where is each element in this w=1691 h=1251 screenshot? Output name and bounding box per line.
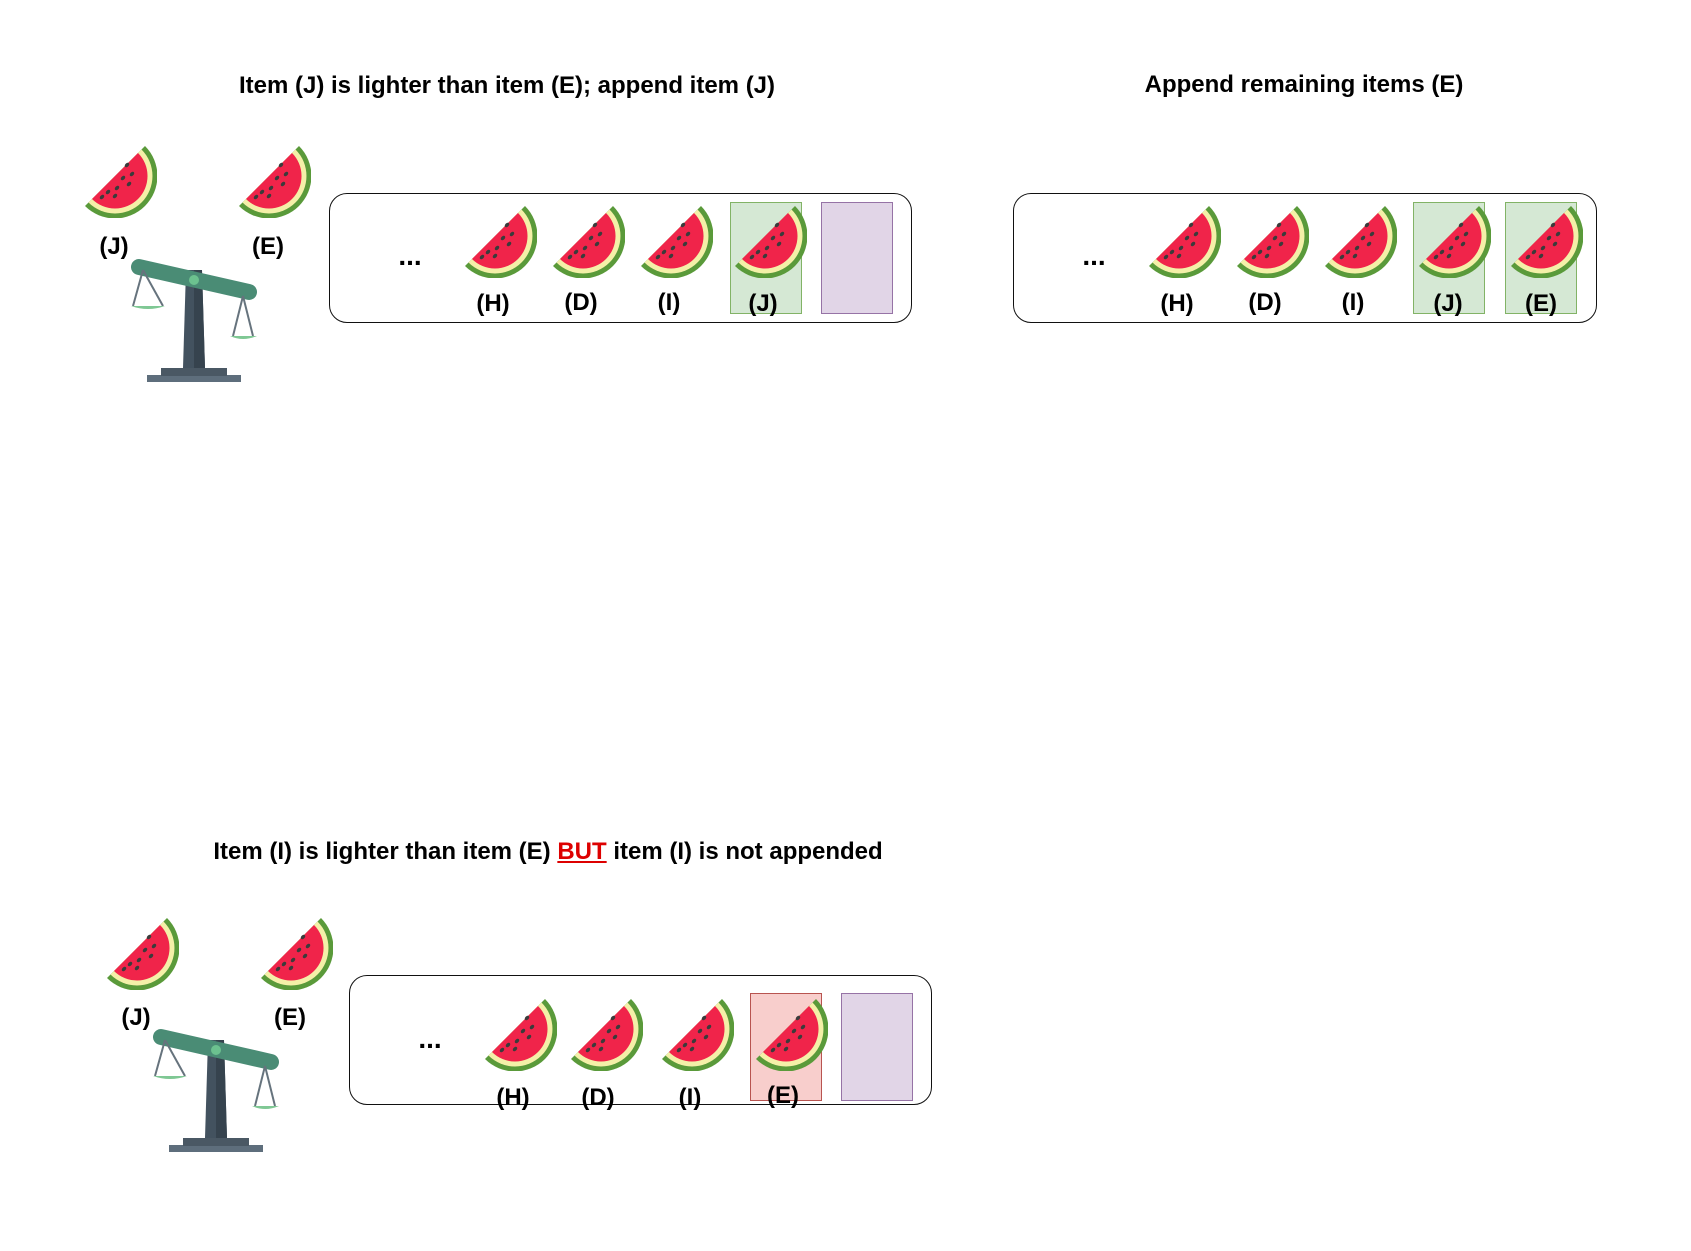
balance-scale-icon: [131, 240, 271, 390]
watermelon-icon: [457, 198, 537, 278]
sequence-box: [329, 193, 912, 323]
watermelon-icon: [545, 198, 625, 278]
watermelon-icon: [633, 198, 713, 278]
warning-text: BUT: [557, 838, 607, 865]
title-text: Item (I) is lighter than item (E): [213, 838, 558, 865]
balance-scale-icon: [153, 1010, 293, 1160]
panel-title: Append remaining items (E): [1144, 71, 1464, 98]
ellipsis: ...: [398, 240, 422, 271]
watermelon-icon: [231, 138, 311, 218]
watermelon-icon: [727, 198, 807, 278]
watermelon-icon: [477, 991, 557, 1071]
item-label: (E): [1525, 290, 1557, 317]
item-label: (D): [564, 289, 598, 316]
item-label: (D): [1248, 289, 1282, 316]
item-label: (E): [767, 1082, 799, 1109]
item-label: (I): [678, 1084, 702, 1111]
title-text: item (I) is not appended: [606, 838, 883, 865]
item-label: (J): [1433, 290, 1463, 317]
item-label: (D): [581, 1084, 615, 1111]
watermelon-icon: [77, 138, 157, 218]
watermelon-icon: [654, 991, 734, 1071]
ellipsis: ...: [418, 1023, 442, 1054]
watermelon-icon: [1317, 198, 1397, 278]
empty-slot: [821, 202, 893, 314]
scale-left-label: (J): [121, 1004, 151, 1031]
sequence-box: [1013, 193, 1597, 323]
watermelon-icon: [1503, 198, 1583, 278]
watermelon-icon: [748, 991, 828, 1071]
watermelon-icon: [1229, 198, 1309, 278]
item-label: (H): [1160, 290, 1194, 317]
item-label: (H): [496, 1084, 530, 1111]
panel-title: Item (I) is lighter than item (E) BUT it…: [208, 838, 888, 866]
item-label: (I): [1341, 289, 1365, 316]
item-label: (H): [476, 290, 510, 317]
scale-right-label: (E): [252, 233, 284, 260]
watermelon-icon: [1411, 198, 1491, 278]
watermelon-icon: [99, 910, 179, 990]
panel-title: Item (J) is lighter than item (E); appen…: [238, 72, 776, 99]
watermelon-icon: [563, 991, 643, 1071]
empty-slot: [841, 993, 913, 1101]
scale-right-label: (E): [274, 1004, 306, 1031]
ellipsis: ...: [1082, 240, 1106, 271]
item-label: (J): [748, 290, 778, 317]
scale-left-label: (J): [99, 233, 129, 260]
watermelon-icon: [1141, 198, 1221, 278]
item-label: (I): [657, 289, 681, 316]
watermelon-icon: [253, 910, 333, 990]
